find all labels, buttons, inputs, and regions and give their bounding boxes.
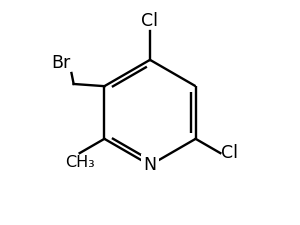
- Text: Cl: Cl: [142, 12, 158, 30]
- Text: CH₃: CH₃: [65, 155, 94, 170]
- Text: Cl: Cl: [221, 144, 239, 162]
- Text: Br: Br: [51, 54, 70, 72]
- Text: N: N: [143, 156, 157, 174]
